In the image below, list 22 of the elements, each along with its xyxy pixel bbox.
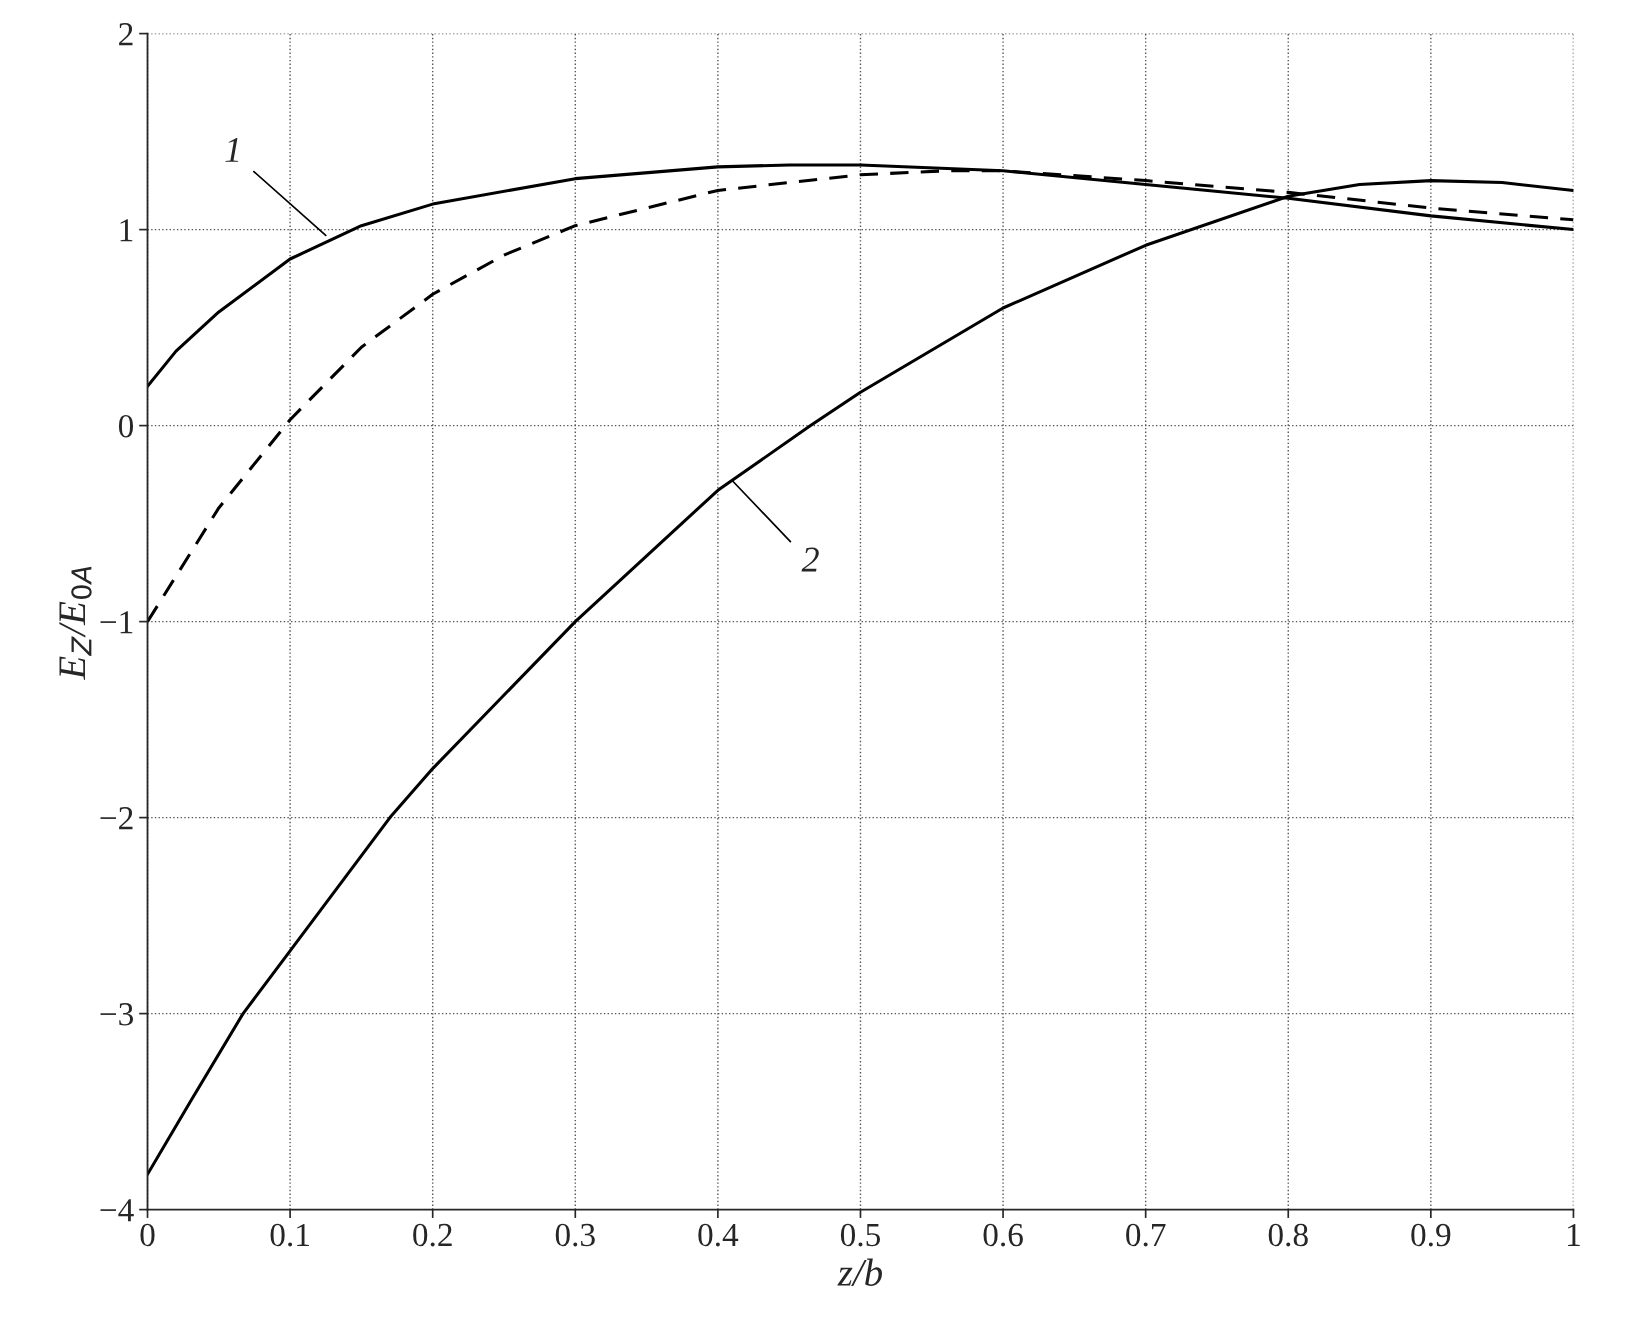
x-tick-label: 0.1 bbox=[270, 1223, 309, 1247]
annotation: 2 bbox=[801, 547, 819, 572]
annotation: 1 bbox=[225, 138, 239, 162]
y-tick-label: 2 bbox=[119, 23, 133, 46]
y-tick-label: −3 bbox=[100, 1003, 134, 1026]
x-tick-label: 0.4 bbox=[698, 1223, 739, 1247]
x-tick-label: 0.9 bbox=[1411, 1223, 1451, 1247]
y-tick-label: −1 bbox=[100, 611, 133, 634]
y-tick-label: −2 bbox=[100, 807, 133, 830]
y-tick-label: 0 bbox=[118, 415, 134, 438]
x-tick-label: 0.8 bbox=[1268, 1223, 1308, 1247]
x-tick-label: 0.2 bbox=[413, 1223, 452, 1247]
x-axis-title: z/b bbox=[837, 1258, 882, 1286]
x-tick-label: 0.3 bbox=[555, 1223, 595, 1247]
x-tick-label: 0 bbox=[140, 1223, 155, 1247]
x-tick-label: 0.6 bbox=[983, 1223, 1023, 1247]
x-tick-label: 0.5 bbox=[840, 1223, 881, 1247]
y-tick-label: −4 bbox=[100, 1199, 134, 1222]
x-tick-label: 1 bbox=[1568, 1223, 1580, 1246]
y-tick-label: 1 bbox=[120, 219, 133, 242]
y-axis-title: E$_{Z}$/E$_{0A}$ bbox=[59, 566, 92, 680]
x-tick-label: 0.7 bbox=[1126, 1223, 1166, 1247]
